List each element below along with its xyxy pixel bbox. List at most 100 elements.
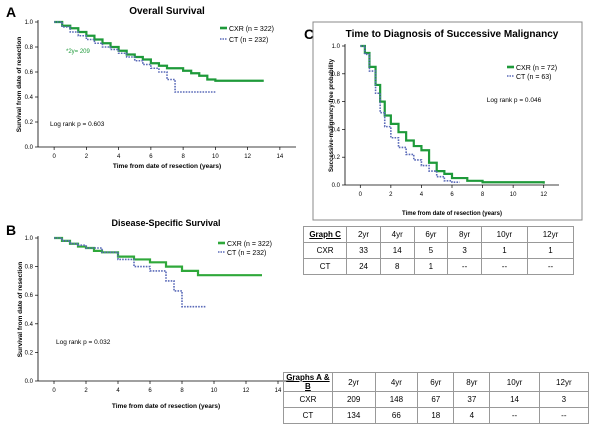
x-tick-label: 8 xyxy=(180,388,184,394)
table-c-cell: 3 xyxy=(447,242,482,259)
legend-label: CXR (n = 72) xyxy=(516,65,557,72)
x-tick-label: 8 xyxy=(481,192,485,198)
y-tick-label: 0.8 xyxy=(25,45,34,51)
legend-label: CT (n = 63) xyxy=(516,74,551,81)
table-ab-cell: CT xyxy=(283,407,333,424)
table-ab-cell: Graphs A & B xyxy=(283,372,333,392)
panel-letter-a: A xyxy=(6,4,17,20)
x-tick-label: 8 xyxy=(181,154,185,160)
log-rank-annotation: Log rank p = 0.032 xyxy=(56,339,111,346)
y-tick-label: 0.2 xyxy=(25,350,34,356)
table-ab-cell: 2yr xyxy=(331,372,376,392)
legend-label: CT (n = 232) xyxy=(229,37,268,44)
chart-title: Time to Diagnosis of Successive Malignan… xyxy=(346,29,559,40)
x-tick-label: 12 xyxy=(243,388,250,394)
legend-label: CXR (n = 322) xyxy=(227,241,272,248)
x-tick-label: 14 xyxy=(277,154,284,160)
table-c-cell: 6yr xyxy=(413,226,449,243)
legend-label: CXR (n = 322) xyxy=(229,26,274,33)
table-c-cell: 10yr xyxy=(480,226,528,243)
table-c-cell: 5 xyxy=(413,242,449,259)
series-line-ct xyxy=(54,237,206,308)
x-tick-label: 4 xyxy=(117,154,121,160)
x-tick-label: 6 xyxy=(148,388,152,394)
x-tick-label: 2 xyxy=(84,388,88,394)
x-tick-label: 2 xyxy=(389,192,393,198)
table-c-cell: 4yr xyxy=(379,226,415,243)
table-c-cell: CT xyxy=(302,258,348,275)
log-rank-annotation: Log rank p = 0.603 xyxy=(50,121,105,128)
log-rank-annotation: Log rank p = 0.046 xyxy=(487,97,542,104)
table-ab-cell: 134 xyxy=(331,407,376,424)
y-axis-label: Successive-malignancy-free probability xyxy=(329,58,335,172)
chart-title: Disease-Specific Survival xyxy=(111,218,220,228)
table-ab-cell: -- xyxy=(538,407,590,424)
chart-title: Overall Survival xyxy=(129,6,205,17)
table-ab-cell: -- xyxy=(489,407,540,424)
table-ab-cell: 10yr xyxy=(489,372,540,392)
x-tick-label: 12 xyxy=(540,192,547,198)
x-tick-label: 14 xyxy=(275,388,282,394)
table-graph-c: Graph C 2yr 4yr 6yr 8yr 10yr 12yr CXR 33 14 5 3 1 1 CT… xyxy=(302,226,575,275)
x-tick-label: 2 xyxy=(85,154,89,160)
table-ab-cell: 12yr xyxy=(538,372,590,392)
table-ab-cell: 6yr xyxy=(417,372,455,392)
y-tick-label: 0.4 xyxy=(25,322,34,328)
table-ab-cell: 8yr xyxy=(453,372,491,392)
table-ab-cell: 148 xyxy=(374,391,419,408)
y-tick-label: 0.4 xyxy=(332,127,341,133)
table-c-cell: 2yr xyxy=(346,226,381,243)
y-axis-label: Survival from date of resection xyxy=(16,37,23,132)
chart-frame xyxy=(312,21,583,221)
x-tick-label: 6 xyxy=(450,192,454,198)
x-axis-label: Time from date of resection (years) xyxy=(402,211,502,217)
table-c-row: CXR 33 14 5 3 1 1 xyxy=(302,242,575,259)
table-ab-cell: 4 xyxy=(453,407,491,424)
x-tick-label: 0 xyxy=(52,388,56,394)
series-line-cxr xyxy=(54,20,264,82)
x-tick-label: 4 xyxy=(116,388,120,394)
x-tick-label: 10 xyxy=(211,388,218,394)
table-ab-cell: 4yr xyxy=(374,372,419,392)
y-tick-label: 0.4 xyxy=(25,95,34,101)
y-tick-label: 0.0 xyxy=(332,183,341,189)
table-c-row: CT 24 8 1 -- -- -- xyxy=(302,258,575,275)
table-c-cell: 14 xyxy=(379,242,415,259)
chart-b: Disease-Specific Survival 0 2 4 6 8 10 12 14 0.0 0… xyxy=(17,218,294,410)
table-ab-row: CT 134 66 18 4 -- -- xyxy=(283,407,590,424)
y-axis-label: Survival from date of resection xyxy=(17,262,24,357)
table-graphs-a-b: Graphs A & B 2yr 4yr 6yr 8yr 10yr 12yr CXR 209 14… xyxy=(283,372,590,424)
series-line-ct xyxy=(54,21,216,93)
y-tick-label: 0.0 xyxy=(25,145,34,151)
table-ab-cell: 14 xyxy=(489,391,540,408)
table-ab-cell: 18 xyxy=(417,407,455,424)
table-c-cell: 1 xyxy=(413,258,449,275)
table-ab-cell: 3 xyxy=(538,391,590,408)
y-tick-label: 0.6 xyxy=(25,70,34,76)
table-c-cell: 12yr xyxy=(526,226,575,243)
x-tick-label: 10 xyxy=(510,192,517,198)
x-tick-label: 6 xyxy=(149,154,153,160)
chart-a: Overall Survival 0 2 4 6 8 10 12 14 0.0 0.2 0.4 0.6 0… xyxy=(16,6,296,170)
chart-c: Time to Diagnosis of Successive Malignan… xyxy=(312,21,583,221)
table-c-cell: 8 xyxy=(379,258,415,275)
x-tick-label: 4 xyxy=(420,192,424,198)
y-tick-label: 0.2 xyxy=(25,120,34,126)
table-c-cell: -- xyxy=(526,258,575,275)
panel-letter-b: B xyxy=(6,222,17,238)
y-tick-label: 1.0 xyxy=(25,20,34,26)
table-c-cell: -- xyxy=(447,258,482,275)
y-tick-label: 0.0 xyxy=(25,379,34,385)
x-tick-label: 0 xyxy=(52,154,56,160)
table-ab-row: Graphs A & B 2yr 4yr 6yr 8yr 10yr 12yr xyxy=(283,372,590,392)
point-label: *2y= 209 xyxy=(66,49,91,55)
x-tick-label: 0 xyxy=(359,192,363,198)
y-tick-label: 1.0 xyxy=(332,44,341,50)
table-ab-row: CXR 209 148 67 37 14 3 xyxy=(283,391,590,408)
y-tick-label: 1.0 xyxy=(25,236,34,242)
x-tick-label: 10 xyxy=(212,154,219,160)
series-line-ct xyxy=(360,45,460,184)
table-ab-cell: CXR xyxy=(283,391,333,408)
table-c-cell: 1 xyxy=(480,242,528,259)
